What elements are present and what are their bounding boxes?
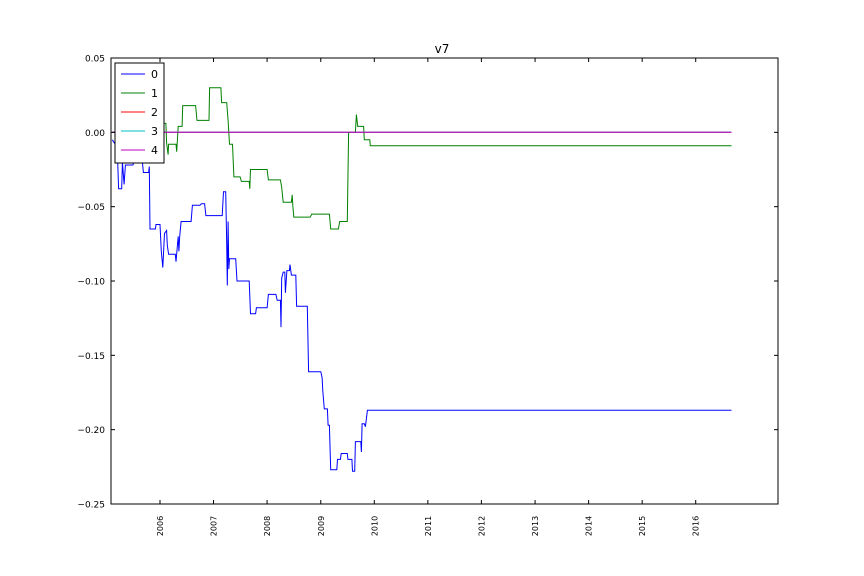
- y-tick-label: −0.10: [77, 278, 105, 288]
- series-1-line: [112, 87, 732, 230]
- x-tick-label: 2014: [585, 516, 594, 536]
- y-tick-label: −0.20: [77, 426, 105, 436]
- x-tick-label: 2011: [424, 516, 433, 536]
- series-layer: [111, 87, 732, 472]
- y-tick-label: 0.05: [85, 55, 105, 65]
- y-tick-label: −0.05: [77, 203, 105, 213]
- x-tick-label: 2008: [263, 516, 272, 536]
- x-tick-label: 2010: [370, 516, 379, 536]
- legend-label-3: 3: [151, 125, 158, 138]
- legend-label-4: 4: [151, 144, 158, 157]
- y-tick-label: −0.15: [77, 352, 105, 362]
- x-tick-label: 2016: [692, 516, 701, 536]
- series-0-line: [111, 139, 732, 472]
- x-tick-label: 2015: [638, 516, 647, 536]
- legend-box: [114, 62, 165, 164]
- x-tick-label: 2006: [156, 516, 165, 536]
- legend-label-1: 1: [151, 87, 158, 100]
- legend: 0 1 2 3 4: [114, 62, 165, 164]
- chart-title: v7: [435, 42, 450, 56]
- y-axis: 0.05 0.00 −0.05 −0.10 −0.15 −0.20 −0.25: [77, 55, 778, 511]
- y-tick-label: −0.25: [77, 501, 105, 511]
- legend-label-0: 0: [151, 68, 158, 81]
- legend-label-2: 2: [151, 106, 158, 119]
- plot-area-frame: [110, 57, 779, 505]
- x-tick-label: 2007: [210, 516, 219, 536]
- x-tick-label: 2013: [531, 516, 540, 536]
- x-tick-label: 2012: [477, 516, 486, 536]
- y-tick-label: 0.00: [85, 129, 105, 139]
- x-tick-label: 2009: [317, 516, 326, 536]
- x-axis: 2006 2007 2008 2009 2010 2011 2012 2013 2014 2015…: [156, 58, 701, 536]
